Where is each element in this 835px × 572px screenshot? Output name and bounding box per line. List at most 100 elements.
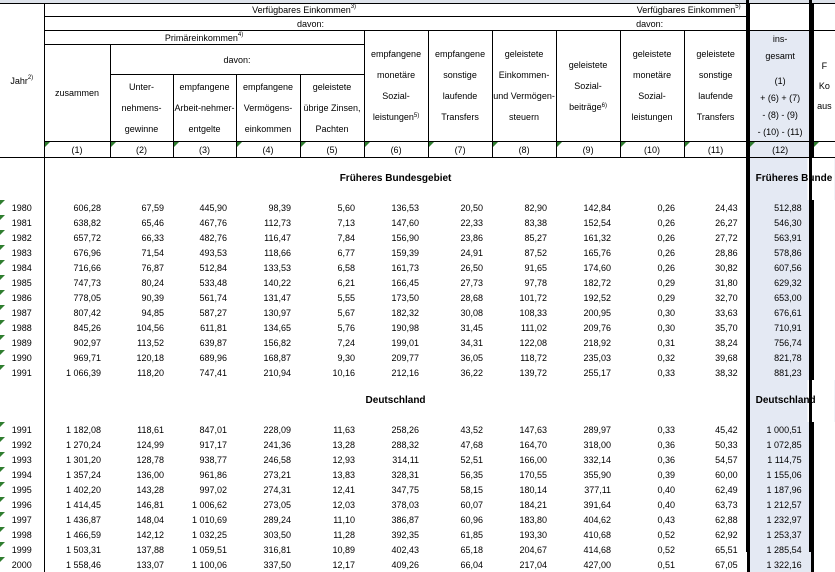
value-cell-col-9[interactable]: 414,68 <box>583 544 612 555</box>
total-cell[interactable]: 512,88 <box>746 200 814 216</box>
value-cell-col-7[interactable]: 60,96 <box>460 514 484 525</box>
value-cell-col-5[interactable]: 11,10 <box>333 514 356 525</box>
value-cell-col-2[interactable]: 67,59 <box>141 202 164 213</box>
value-cell-col-1[interactable]: 1 558,46 <box>65 559 101 570</box>
value-cell-col-7[interactable]: 60,07 <box>460 499 484 510</box>
value-cell-col-4[interactable]: 337,50 <box>263 559 291 570</box>
column-number-11[interactable]: (11) <box>683 141 749 159</box>
header-davon-right[interactable]: davon: <box>364 16 749 32</box>
value-cell-col-5[interactable]: 7,84 <box>337 232 356 243</box>
value-cell-col-3[interactable]: 533,48 <box>199 277 227 288</box>
value-cell-col-10[interactable]: 0,26 <box>657 202 676 213</box>
header-col-2[interactable]: Unter-nehmens-gewinne <box>109 74 174 143</box>
header-col13-top[interactable] <box>811 2 835 32</box>
value-cell-col-4[interactable]: 274,31 <box>263 484 291 495</box>
value-cell-col-9[interactable]: 332,14 <box>583 454 612 465</box>
header-col-4[interactable]: empfangene Vermögens-einkommen <box>235 74 301 143</box>
value-cell-col-11[interactable]: 38,32 <box>715 367 738 378</box>
header-col-13-partial[interactable]: F Ko aus <box>811 30 835 143</box>
header-col-11[interactable]: geleistete sonstige laufende Transfers <box>683 30 749 143</box>
value-cell-col-13[interactable] <box>812 200 835 215</box>
value-cell-col-9[interactable]: 318,00 <box>583 439 612 450</box>
total-cell[interactable]: 756,74 <box>746 335 814 351</box>
value-cell-col-7[interactable]: 52,51 <box>460 454 484 465</box>
column-number-7[interactable]: (7) <box>427 141 493 159</box>
value-cell-col-7[interactable]: 28,68 <box>460 292 484 303</box>
value-cell-col-7[interactable]: 66,04 <box>460 559 484 570</box>
value-cell-col-9[interactable]: 161,32 <box>583 232 612 243</box>
total-cell[interactable]: 653,00 <box>746 290 814 306</box>
value-cell-col-1[interactable]: 1 182,08 <box>65 424 101 435</box>
value-cell-col-8[interactable]: 122,08 <box>519 337 548 348</box>
value-cell-col-13[interactable] <box>812 467 835 482</box>
value-cell-col-1[interactable]: 778,05 <box>73 292 101 303</box>
value-cell-col-9[interactable]: 235,03 <box>583 352 612 363</box>
value-cell-col-11[interactable]: 35,70 <box>715 322 738 333</box>
value-cell-col-10[interactable]: 0,26 <box>657 247 676 258</box>
value-cell-col-3[interactable]: 689,96 <box>199 352 227 363</box>
value-cell-col-13[interactable] <box>812 542 835 557</box>
year-cell[interactable]: 1982 <box>0 230 45 246</box>
value-cell-col-3[interactable]: 1 006,62 <box>191 499 227 510</box>
value-cell-col-4[interactable]: 156,82 <box>263 337 291 348</box>
column-number-9[interactable]: (9) <box>555 141 621 159</box>
value-cell-col-11[interactable]: 28,86 <box>715 247 738 258</box>
value-cell-col-9[interactable]: 404,62 <box>583 514 612 525</box>
value-cell-col-5[interactable]: 6,77 <box>337 247 356 258</box>
value-cell-col-7[interactable]: 56,35 <box>460 469 484 480</box>
value-cell-col-5[interactable]: 11,63 <box>333 424 356 435</box>
value-cell-col-3[interactable]: 1 010,69 <box>191 514 227 525</box>
value-cell-col-11[interactable]: 62,88 <box>715 514 738 525</box>
value-cell-col-2[interactable]: 104,56 <box>136 322 164 333</box>
value-cell-col-13[interactable] <box>812 422 835 437</box>
value-cell-col-10[interactable]: 0,26 <box>657 217 676 228</box>
header-col12-top[interactable] <box>746 2 814 32</box>
value-cell-col-13[interactable] <box>812 482 835 497</box>
value-cell-col-8[interactable]: 164,70 <box>519 439 548 450</box>
header-col-7[interactable]: empfangene sonstige laufende Transfers <box>427 30 493 143</box>
value-cell-col-13[interactable] <box>812 557 835 572</box>
value-cell-col-8[interactable]: 147,63 <box>519 424 548 435</box>
value-cell-col-6[interactable]: 288,32 <box>391 439 420 450</box>
header-primaer[interactable]: Primäreinkommen4) <box>43 30 365 46</box>
value-cell-col-2[interactable]: 118,20 <box>137 367 164 378</box>
total-cell[interactable]: 881,23 <box>746 365 814 381</box>
total-cell[interactable]: 1 212,57 <box>746 497 814 513</box>
value-cell-col-8[interactable]: 91,65 <box>524 262 548 273</box>
value-cell-col-4[interactable]: 140,22 <box>263 277 291 288</box>
total-cell[interactable]: 1 072,85 <box>746 437 814 453</box>
header-davon-primaer[interactable]: davon: <box>109 44 365 76</box>
value-cell-col-10[interactable]: 0,36 <box>657 454 676 465</box>
value-cell-col-9[interactable]: 209,76 <box>583 322 612 333</box>
total-cell[interactable]: 676,61 <box>746 305 814 321</box>
value-cell-col-9[interactable]: 410,68 <box>583 529 612 540</box>
header-col-9[interactable]: geleistete Sozial-beiträge6) <box>555 30 621 143</box>
value-cell-col-3[interactable]: 445,90 <box>199 202 227 213</box>
value-cell-col-6[interactable]: 190,98 <box>391 322 420 333</box>
total-cell[interactable]: 1 155,06 <box>746 467 814 483</box>
column-number-8[interactable]: (8) <box>491 141 557 159</box>
value-cell-col-13[interactable] <box>812 527 835 542</box>
value-cell-col-8[interactable]: 82,90 <box>524 202 548 213</box>
value-cell-col-7[interactable]: 20,50 <box>460 202 484 213</box>
value-cell-col-7[interactable]: 30,08 <box>460 307 484 318</box>
year-cell[interactable]: 1985 <box>0 275 45 291</box>
header-col-8[interactable]: geleistete Einkommen- und Vermögen-steue… <box>491 30 557 143</box>
value-cell-col-3[interactable]: 1 100,06 <box>191 559 227 570</box>
total-cell[interactable]: 1 285,54 <box>746 542 814 558</box>
value-cell-col-2[interactable]: 94,85 <box>141 307 164 318</box>
value-cell-col-4[interactable]: 116,47 <box>264 232 291 243</box>
value-cell-col-4[interactable]: 112,73 <box>264 217 291 228</box>
value-cell-col-10[interactable]: 0,52 <box>657 529 676 540</box>
value-cell-col-8[interactable]: 170,55 <box>519 469 548 480</box>
header-col-5[interactable]: geleistete übrige Zinsen, Pachten <box>299 74 365 143</box>
year-cell[interactable]: 1983 <box>0 245 45 261</box>
value-cell-col-6[interactable]: 386,87 <box>391 514 420 525</box>
year-cell[interactable]: 1987 <box>0 305 45 321</box>
value-cell-col-10[interactable]: 0,36 <box>657 439 676 450</box>
value-cell-col-4[interactable]: 246,58 <box>263 454 291 465</box>
value-cell-col-7[interactable]: 43,52 <box>460 424 484 435</box>
value-cell-col-3[interactable]: 961,86 <box>199 469 227 480</box>
total-cell[interactable]: 1 232,97 <box>746 512 814 528</box>
value-cell-col-11[interactable]: 62,92 <box>715 529 738 540</box>
